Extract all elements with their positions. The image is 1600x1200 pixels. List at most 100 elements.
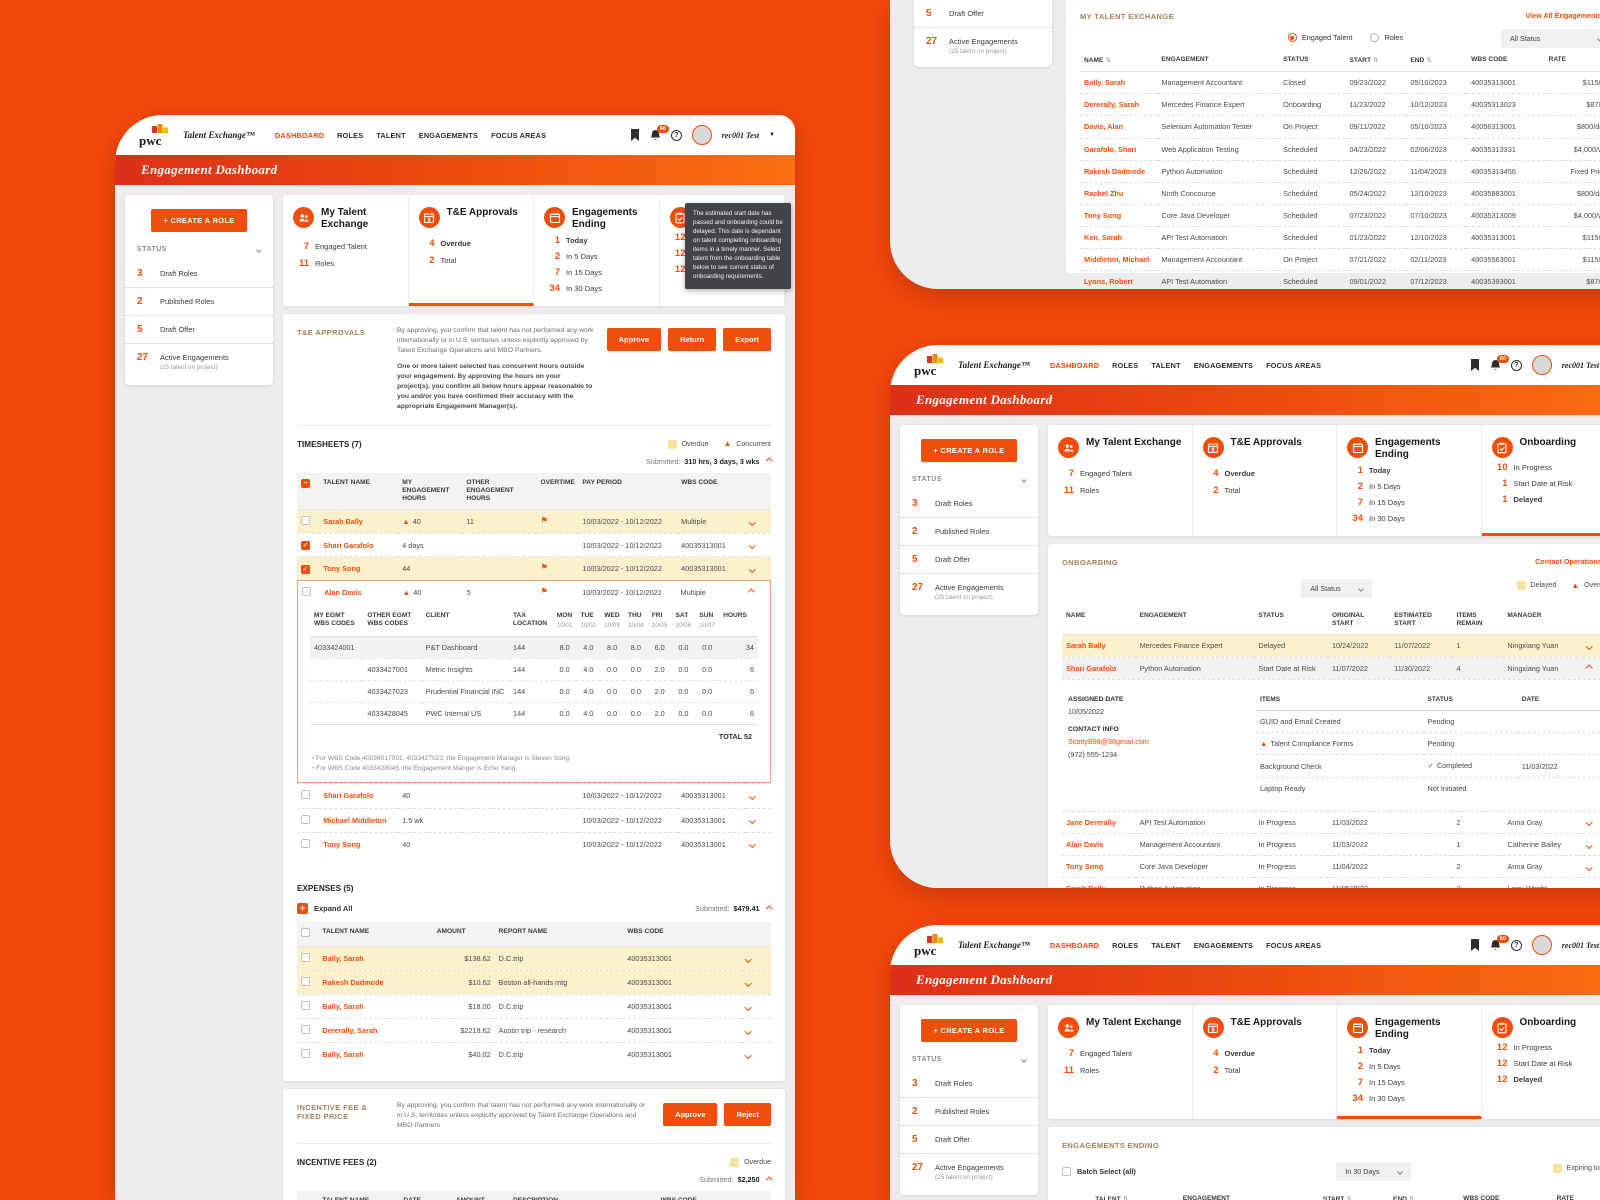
- notifications-bell-icon[interactable]: 60: [1490, 355, 1509, 371]
- talent-name-link[interactable]: Bally, Sarah: [318, 946, 433, 971]
- create-role-button[interactable]: + CREATE A ROLE: [921, 1019, 1017, 1042]
- sidebar-status-item[interactable]: 27 Active Engagements (25 talent on proje…: [900, 574, 1038, 609]
- row-checkbox[interactable]: [301, 977, 310, 987]
- view-all-engagements-link[interactable]: View All Engagements →: [1525, 11, 1600, 20]
- talent-name-link[interactable]: Bally, Sarah: [318, 994, 433, 1019]
- nav-item[interactable]: FOCUS AREAS: [1266, 360, 1322, 370]
- talent-name-link[interactable]: Rakesh Dadmode: [318, 970, 433, 995]
- sort-icon[interactable]: ⇅: [1346, 1195, 1352, 1200]
- sidebar-status-item[interactable]: 2 Published Roles: [900, 1098, 1038, 1126]
- column-header[interactable]: END ⇅: [1389, 1189, 1459, 1200]
- nav-item[interactable]: TALENT: [1151, 940, 1181, 950]
- column-header[interactable]: START ⇅: [1319, 1189, 1389, 1200]
- row-checkbox[interactable]: [301, 516, 310, 526]
- batch-select-checkbox[interactable]: Batch Select (all): [1062, 1167, 1136, 1176]
- nav-item[interactable]: ROLES: [1112, 360, 1139, 370]
- collapse-chevron-icon[interactable]: [765, 1176, 772, 1184]
- card-engagements-ending[interactable]: Engagements Ending 1 Today 2 In 5 Days 7 In 1…: [534, 195, 660, 306]
- talent-name-link[interactable]: Ken, Sarah: [1080, 225, 1158, 249]
- sidebar-status-item[interactable]: 2 Published Roles: [125, 288, 273, 316]
- talent-name-link[interactable]: Bally, Sarah: [318, 1042, 433, 1067]
- create-role-button[interactable]: + CREATE A ROLE: [151, 209, 247, 232]
- row-checkbox[interactable]: [301, 953, 310, 963]
- sidebar-status-item[interactable]: 2 Published Roles: [900, 518, 1038, 546]
- card-onboarding[interactable]: Onboarding 10 In Progress 1 Start Date at R…: [1481, 425, 1600, 536]
- talent-name-link[interactable]: Sarah Bally: [1062, 634, 1136, 658]
- column-header[interactable]: START ⇅: [1349, 56, 1379, 64]
- talent-name-link[interactable]: Tony Song: [1062, 855, 1136, 878]
- expand-chevron-icon[interactable]: [1585, 643, 1593, 650]
- card-tne-approvals[interactable]: $ T&E Approvals 4 Overdue 2 Total: [1193, 1005, 1337, 1119]
- status-filter-header[interactable]: STATUS: [900, 1042, 1038, 1070]
- talent-name-link[interactable]: Garafolo, Shari: [1080, 137, 1158, 161]
- talent-name-link[interactable]: Lyons, Robert: [1080, 270, 1158, 289]
- sort-icon[interactable]: ⇅: [1426, 56, 1432, 64]
- expand-chevron-icon[interactable]: [749, 565, 756, 572]
- talent-name-link[interactable]: Rachel Zhu: [1080, 181, 1158, 205]
- column-header[interactable]: END ⇅: [1410, 56, 1432, 64]
- expand-chevron-icon[interactable]: [749, 817, 756, 824]
- export-button[interactable]: Export: [723, 328, 771, 351]
- expand-chevron-icon[interactable]: [749, 793, 756, 800]
- expand-chevron-icon[interactable]: [749, 841, 756, 848]
- help-icon[interactable]: ?: [670, 129, 682, 141]
- bookmark-icon[interactable]: [630, 129, 640, 141]
- nav-item[interactable]: TALENT: [376, 130, 406, 140]
- expand-chevron-icon[interactable]: [749, 542, 756, 549]
- card-tne-approvals[interactable]: $ T&E Approvals 4 Overdue 2 Total: [1193, 425, 1337, 536]
- select-all-checkbox[interactable]: −: [301, 478, 310, 488]
- contact-email-link[interactable]: ScottyB98@98gmail.com: [1068, 736, 1149, 746]
- expand-chevron-icon[interactable]: [1585, 863, 1593, 871]
- expand-chevron-icon[interactable]: [745, 1052, 752, 1059]
- expand-chevron-icon[interactable]: [748, 589, 755, 596]
- nav-item[interactable]: ROLES: [1112, 940, 1139, 950]
- notifications-bell-icon[interactable]: 60: [650, 125, 669, 141]
- status-filter-dropdown[interactable]: All Status: [1501, 29, 1600, 48]
- sidebar-status-item[interactable]: 3 Draft Roles: [125, 260, 273, 288]
- roles-radio[interactable]: Roles: [1370, 33, 1403, 42]
- talent-name-link[interactable]: Dererally, Sarah: [318, 1018, 433, 1043]
- status-filter-header[interactable]: STATUS: [900, 462, 1038, 490]
- bookmark-icon[interactable]: [1470, 359, 1480, 371]
- reject-button[interactable]: Reject: [724, 1102, 771, 1126]
- sort-icon[interactable]: ⇅: [1408, 1195, 1415, 1200]
- collapse-chevron-icon[interactable]: [765, 905, 772, 912]
- row-checkbox[interactable]: ✓: [301, 541, 310, 551]
- expand-chevron-icon[interactable]: [1585, 665, 1593, 672]
- contact-operations-link[interactable]: Contact Operations →: [1535, 557, 1600, 566]
- expand-chevron-icon[interactable]: [749, 518, 756, 526]
- talent-name-link[interactable]: Tony Song: [319, 831, 399, 856]
- nav-item[interactable]: ROLES: [337, 130, 364, 140]
- nav-item[interactable]: TALENT: [1151, 360, 1181, 370]
- sidebar-status-item[interactable]: 3 Draft Roles: [900, 490, 1038, 518]
- talent-name-link[interactable]: Alan Davis: [1062, 832, 1136, 856]
- column-header[interactable]: NAME ⇅: [1084, 56, 1111, 64]
- card-my-talent-exchange[interactable]: My Talent Exchange 7 Engaged Talent 11 Role…: [283, 195, 409, 306]
- expand-chevron-icon[interactable]: [745, 1027, 752, 1035]
- avatar[interactable]: [1531, 355, 1552, 375]
- row-checkbox[interactable]: [301, 1001, 310, 1011]
- column-header[interactable]: TALENT ⇅: [1091, 1189, 1179, 1200]
- sidebar-status-item[interactable]: 5 Draft Offer: [900, 1126, 1038, 1154]
- row-checkbox[interactable]: ✓: [301, 564, 310, 574]
- bookmark-icon[interactable]: [1470, 939, 1480, 951]
- expand-chevron-icon[interactable]: [745, 1003, 752, 1011]
- expand-all-icon[interactable]: +: [297, 902, 308, 914]
- select-all-checkbox[interactable]: [301, 927, 310, 937]
- talent-name-link[interactable]: Davis, Alan: [1080, 115, 1158, 139]
- nav-item[interactable]: DASHBOARD: [1049, 360, 1100, 370]
- talent-name-link[interactable]: Shari Garafolo: [319, 783, 399, 809]
- talent-name-link[interactable]: Michael Middleton: [319, 807, 399, 833]
- talent-name-link[interactable]: Shari Garafolo: [319, 533, 399, 557]
- talent-name-link[interactable]: Rakesh Dadmode: [1080, 159, 1158, 183]
- talent-name-link[interactable]: Tony Song: [319, 556, 399, 580]
- expand-chevron-icon[interactable]: [1585, 841, 1593, 848]
- talent-name-link[interactable]: Middleton, Michael: [1080, 248, 1158, 271]
- talent-name-link[interactable]: Sarah Bally: [319, 509, 399, 534]
- collapse-chevron-icon[interactable]: [765, 458, 772, 465]
- create-role-button[interactable]: + CREATE A ROLE: [921, 439, 1017, 462]
- sidebar-status-item[interactable]: 5 Draft Offer: [914, 0, 1052, 28]
- talent-name-link[interactable]: Shari Garafolo: [1062, 656, 1136, 679]
- expand-chevron-icon[interactable]: [745, 979, 752, 987]
